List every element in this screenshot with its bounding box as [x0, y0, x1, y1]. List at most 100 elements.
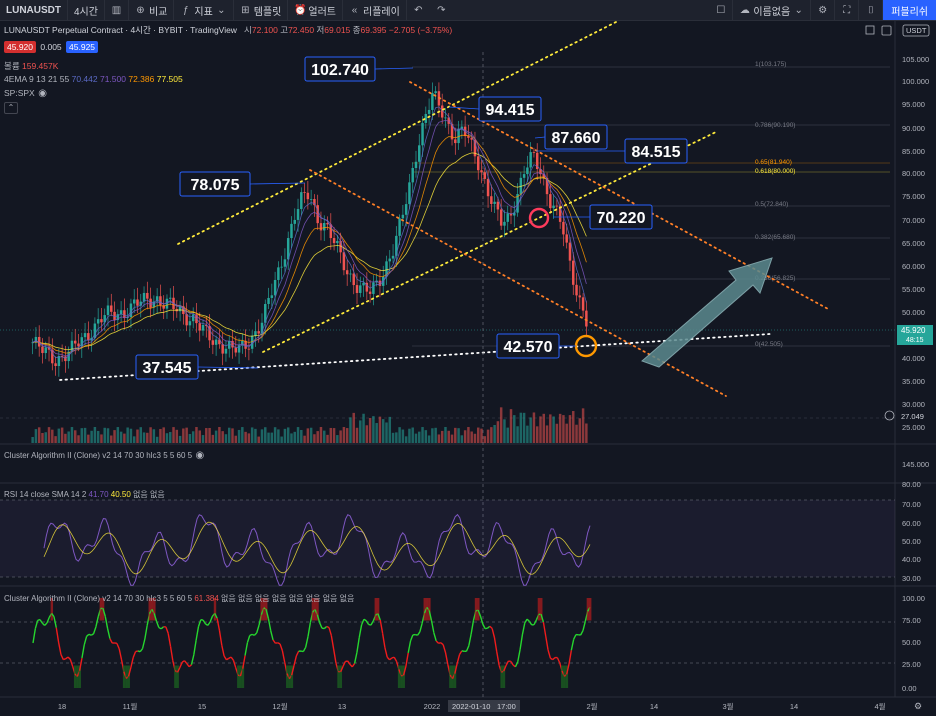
layout-button[interactable]: ☐ [709, 0, 734, 20]
cluster-line-segment [409, 634, 414, 642]
indicators-button[interactable]: ƒ 지표 ⌄ [174, 0, 234, 20]
alert-button[interactable]: ⏰ 얼러트 [288, 0, 343, 20]
volume-bar [73, 430, 77, 443]
cluster-line-segment [135, 650, 139, 653]
cluster-line-segment [55, 627, 60, 643]
volume-bar [306, 428, 310, 443]
candle-body [378, 280, 382, 286]
candle-body [398, 218, 401, 236]
templates-button[interactable]: ⊞ 템플릿 [234, 0, 289, 20]
cluster-line-segment [116, 643, 120, 650]
cluster-overbought-bar [148, 598, 151, 621]
candle-body [300, 192, 303, 210]
candle-body [575, 284, 578, 296]
cluster-line-segment [57, 642, 62, 655]
cluster-line-segment [193, 640, 197, 656]
symbol-search-button[interactable]: LUNAUSDT [0, 0, 68, 20]
fullscreen-button[interactable]: ⛶ [835, 0, 860, 20]
cluster-line-segment [330, 635, 335, 650]
collapse-legend-button[interactable]: ⌃ [4, 102, 18, 114]
volume-bar [116, 427, 120, 443]
volume-bar [149, 427, 152, 443]
fib-level-label: 0.65(81.940) [755, 159, 792, 166]
candle-body [493, 201, 496, 204]
publish-button[interactable]: 퍼블리쉬 [883, 0, 936, 20]
cluster-line-segment [181, 660, 185, 663]
cluster-overbought-bar [537, 598, 541, 621]
candle-body [149, 298, 152, 308]
projection-arrow [641, 257, 773, 368]
eye-icon[interactable]: ◉ [38, 88, 47, 99]
interval-button[interactable]: 4시간 [68, 0, 105, 20]
replay-button[interactable]: «리플레이 [343, 0, 407, 20]
candle-body [41, 346, 44, 354]
volume-bar [54, 436, 57, 443]
candle-body [116, 314, 120, 321]
compare-button[interactable]: ⊕ 비교 [129, 0, 175, 20]
volume-bar [169, 432, 172, 443]
volume-bar [286, 427, 290, 443]
volume-bar [339, 430, 342, 443]
chart-area[interactable]: 105.000 100.000 95.000 90.000 85.000 80.000 75… [0, 21, 936, 716]
cluster-line-segment [232, 660, 237, 668]
candle-body [342, 252, 346, 271]
y-tick-label: 65.000 [902, 239, 925, 248]
cluster-line-segment [32, 628, 37, 644]
cluster-line-segment [391, 656, 395, 659]
cluster-oversold-bar [449, 665, 452, 688]
undo-button[interactable]: ↶ [407, 0, 430, 20]
cluster-line-segment [465, 645, 470, 652]
volume-bar [142, 432, 146, 443]
candle-body [391, 255, 395, 259]
price-callout-label: 94.415 [486, 102, 535, 119]
candle-body [506, 213, 509, 222]
volume-bar [237, 429, 241, 443]
cluster-line-segment [377, 613, 381, 621]
volume-bar [545, 425, 549, 443]
cluster-oversold-bar [122, 665, 126, 688]
cluster-line-segment [550, 657, 554, 661]
candle-body [106, 305, 110, 316]
volume-bar [486, 429, 490, 443]
cluster-line-segment [46, 616, 50, 624]
candle-body [283, 259, 287, 267]
volume-bar [250, 427, 254, 443]
eye-icon[interactable]: ◉ [195, 450, 205, 461]
cluster-line-segment [444, 652, 449, 665]
bid-pill[interactable]: 45.920 [4, 41, 36, 53]
cluster-line-segment [339, 666, 344, 673]
volume-bar [404, 436, 408, 443]
cluster-line-segment [435, 640, 440, 644]
layout-name-button[interactable]: ☁ 이름없음 ⌄ [733, 0, 812, 20]
y-tick-label: 75.000 [902, 192, 925, 201]
candle-body [198, 323, 201, 331]
redo-button[interactable]: ↷ [430, 0, 453, 20]
cluster-line-segment [552, 657, 556, 661]
volume-bar [90, 430, 93, 443]
ema-legend: 4EMA 9 13 21 55 70.442 71.500 72.386 77.… [4, 74, 183, 84]
cluster-line-segment [183, 660, 188, 665]
volume-bar [562, 415, 565, 443]
ask-pill[interactable]: 45.925 [66, 41, 99, 53]
chart-type-button[interactable]: ▥ [105, 0, 129, 20]
candle-body [480, 170, 483, 173]
candle-body [368, 291, 372, 294]
volume-bar [349, 417, 352, 443]
cluster-oversold-bar [76, 665, 79, 688]
volume-bar [572, 411, 575, 443]
settings-button[interactable]: ⚙ [811, 0, 836, 20]
volume-bar [37, 427, 41, 443]
volume-bar [421, 427, 424, 443]
cluster-oversold-bar [286, 665, 289, 688]
candle-body [110, 305, 113, 312]
rsi-tick-label: 60.00 [902, 519, 921, 528]
volume-bar [34, 429, 38, 443]
volume-bar [103, 427, 106, 443]
cluster-line-segment [345, 660, 348, 663]
candle-body [80, 337, 84, 347]
snapshot-button[interactable]: ⌷ [859, 0, 884, 20]
cluster-tick-label: 0.00 [902, 684, 917, 693]
cluster-oversold-bar [288, 665, 291, 688]
candle-body [355, 285, 359, 293]
cluster-line-segment [95, 616, 99, 627]
